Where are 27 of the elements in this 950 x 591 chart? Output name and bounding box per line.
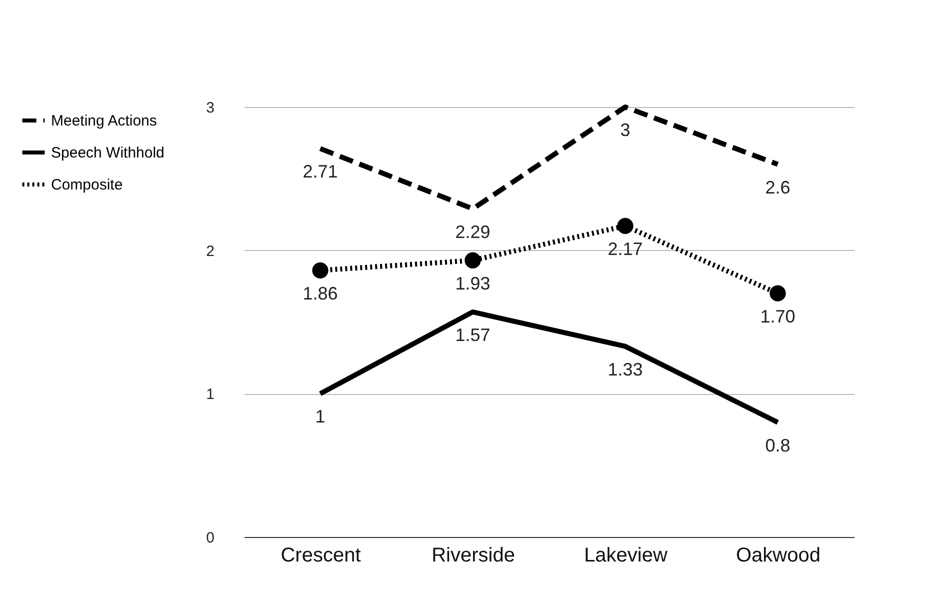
data-label: 1 bbox=[315, 406, 326, 427]
legend-label: Speech Withhold bbox=[51, 144, 164, 162]
y-tick-label: 0 bbox=[206, 530, 214, 546]
data-label: 1.86 bbox=[302, 283, 338, 304]
point bbox=[617, 218, 634, 234]
legend-label: Meeting Actions bbox=[51, 112, 157, 130]
data-label: 2.29 bbox=[455, 222, 490, 242]
y-tick-label: 2 bbox=[206, 242, 214, 260]
data-label: 0.8 bbox=[765, 435, 790, 456]
data-label: 2.17 bbox=[608, 238, 643, 259]
data-label: 3 bbox=[620, 120, 630, 140]
data-label: 1.93 bbox=[455, 273, 490, 294]
data-label: 1.70 bbox=[760, 306, 796, 326]
data-label: 2.71 bbox=[302, 162, 338, 182]
y-tick-label: 3 bbox=[206, 100, 214, 116]
legend-label: Composite bbox=[51, 176, 123, 194]
x-tick-label: Lakeview bbox=[584, 544, 668, 566]
point bbox=[312, 262, 328, 278]
x-tick-label: Crescent bbox=[280, 544, 362, 566]
x-tick-label: Oakwood bbox=[736, 544, 820, 566]
y-tick-label: 1 bbox=[206, 386, 214, 404]
point bbox=[464, 252, 481, 268]
data-label: 1.33 bbox=[608, 359, 643, 380]
data-label: 1.57 bbox=[455, 324, 490, 345]
data-label: 2.6 bbox=[765, 177, 790, 198]
point bbox=[770, 285, 786, 302]
x-tick-label: Riverside bbox=[432, 544, 515, 566]
